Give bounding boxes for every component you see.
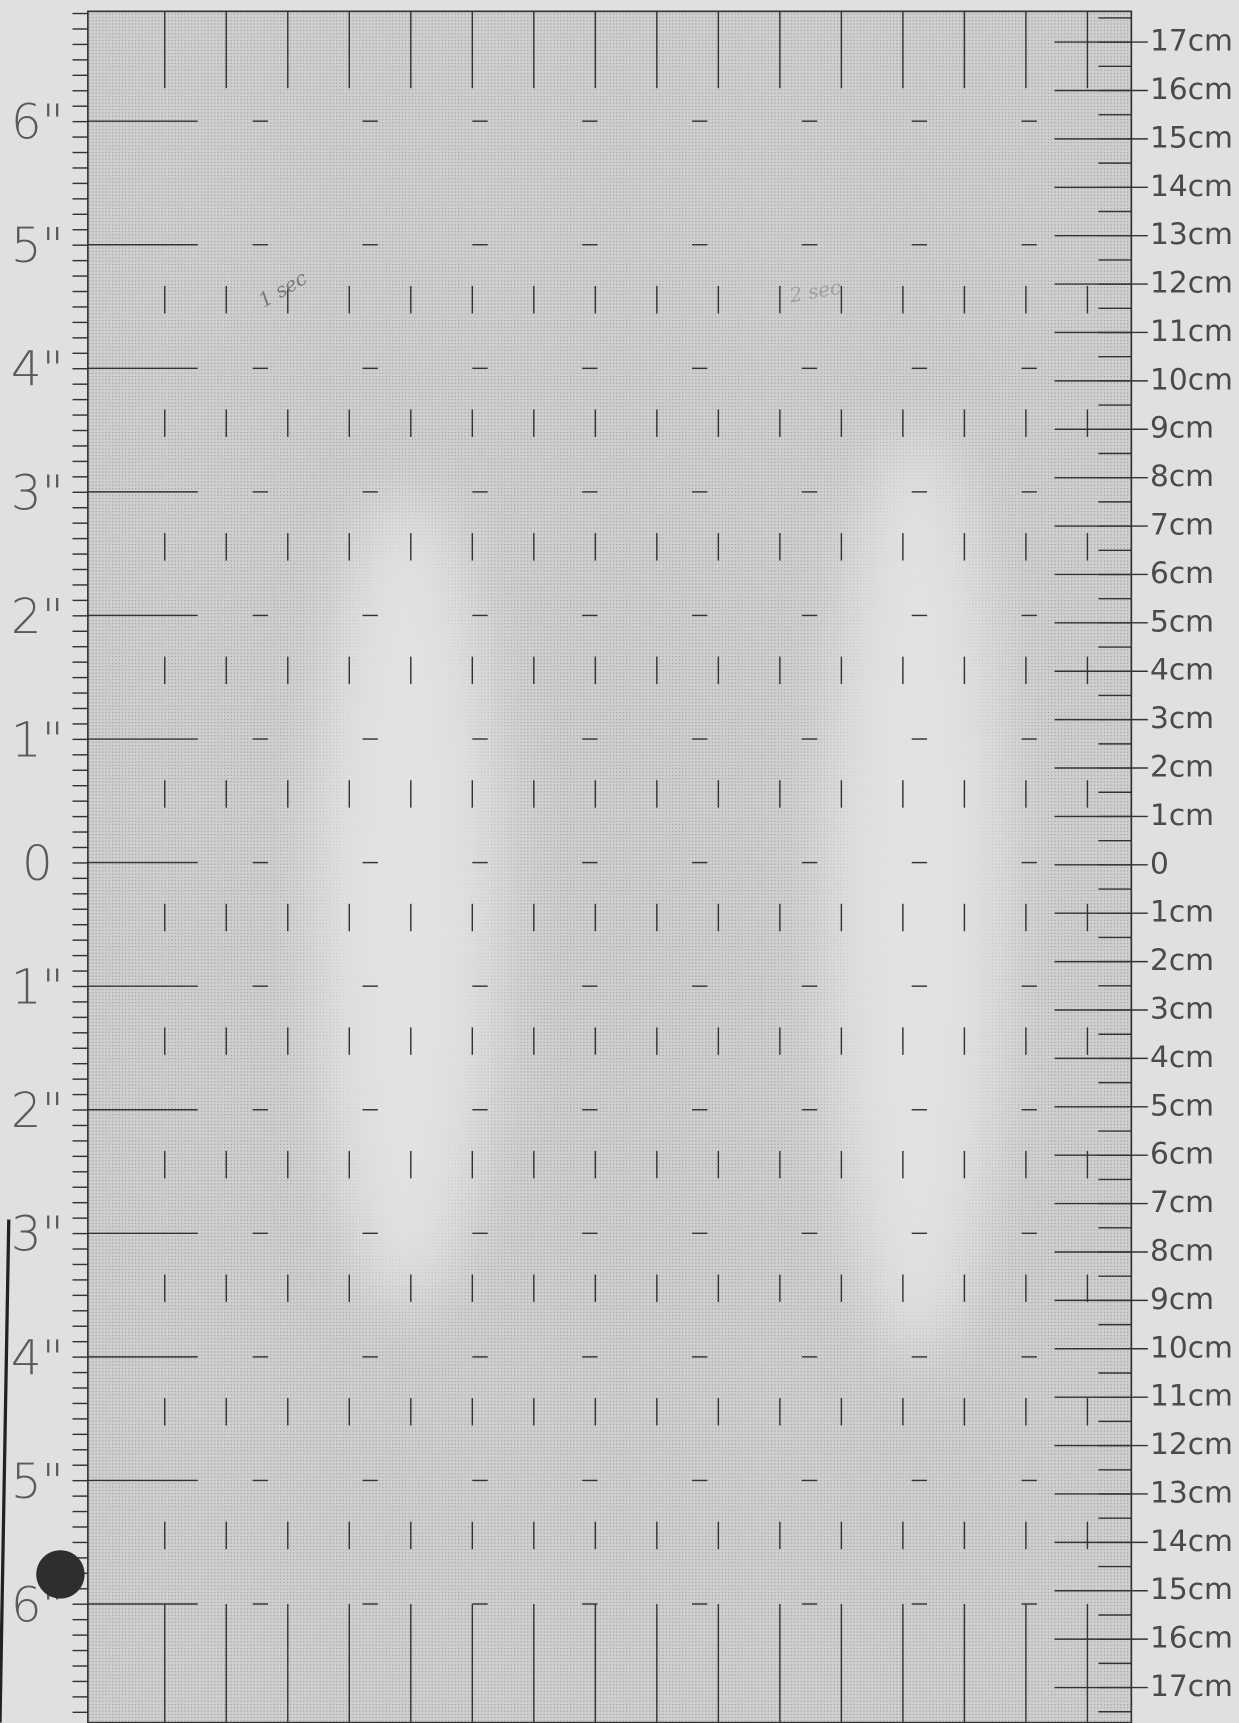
- inch-label: 1": [11, 712, 64, 768]
- punch-hole: [36, 1550, 85, 1599]
- light-zone: [318, 494, 495, 1308]
- cm-label: 17cm: [1150, 1668, 1233, 1703]
- cm-label: 2cm: [1150, 749, 1214, 784]
- cm-label: 14cm: [1150, 168, 1233, 203]
- ruler-labels: 6"5"4"3"2"1"01"2"3"4"5"6"17cm16cm15cm14c…: [11, 23, 1233, 1703]
- inch-label: 4": [11, 342, 64, 398]
- cm-label: 7cm: [1150, 1184, 1214, 1219]
- cm-label: 8cm: [1150, 1232, 1214, 1267]
- inch-label: 3": [11, 465, 64, 521]
- cm-label: 3cm: [1150, 700, 1214, 735]
- cm-label: 10cm: [1150, 1329, 1233, 1364]
- inch-label: 2": [11, 589, 64, 645]
- cm-label: 16cm: [1150, 1620, 1233, 1655]
- cm-label: 13cm: [1150, 216, 1233, 251]
- cm-label: 5cm: [1150, 1087, 1214, 1122]
- inch-label: 6": [11, 95, 64, 151]
- cm-label: 9cm: [1150, 1281, 1214, 1316]
- cm-label: 12cm: [1150, 1426, 1233, 1461]
- cm-label: 7cm: [1150, 507, 1214, 542]
- cm-label: 14cm: [1150, 1523, 1233, 1558]
- light-zone: [831, 434, 1003, 1357]
- light-zones: [318, 434, 1003, 1357]
- inch-label: 3": [11, 1207, 64, 1263]
- cm-label: 16cm: [1150, 71, 1233, 106]
- cm-label: 6cm: [1150, 555, 1214, 590]
- cm-label: 5cm: [1150, 603, 1214, 638]
- cm-label: 1cm: [1150, 894, 1214, 929]
- cm-label: 10cm: [1150, 361, 1233, 396]
- cm-label: 6cm: [1150, 1136, 1214, 1171]
- cm-label: 11cm: [1150, 313, 1233, 348]
- cm-label: 13cm: [1150, 1474, 1233, 1509]
- inch-label: 5": [11, 218, 64, 274]
- grid-lines: [72, 11, 1148, 1723]
- cm-label: 4cm: [1150, 1039, 1214, 1074]
- cm-label: 15cm: [1150, 1571, 1233, 1606]
- edge-shadow: [0, 1219, 11, 1723]
- inch-label: 0: [22, 836, 53, 892]
- cm-label: 9cm: [1150, 410, 1214, 445]
- inch-label: 4": [11, 1330, 64, 1386]
- cm-label: 1cm: [1150, 797, 1214, 832]
- cm-label: 15cm: [1150, 119, 1233, 154]
- cm-label: 3cm: [1150, 991, 1214, 1026]
- inch-label: 5": [11, 1454, 64, 1510]
- cm-label: 0: [1150, 845, 1169, 880]
- inch-label: 2": [11, 1083, 64, 1139]
- cm-label: 8cm: [1150, 458, 1214, 493]
- cm-label: 17cm: [1150, 23, 1233, 58]
- inch-label: 1": [11, 960, 64, 1016]
- cm-label: 12cm: [1150, 265, 1233, 300]
- cm-label: 2cm: [1150, 942, 1214, 977]
- cm-label: 4cm: [1150, 652, 1214, 687]
- cm-label: 11cm: [1150, 1378, 1233, 1413]
